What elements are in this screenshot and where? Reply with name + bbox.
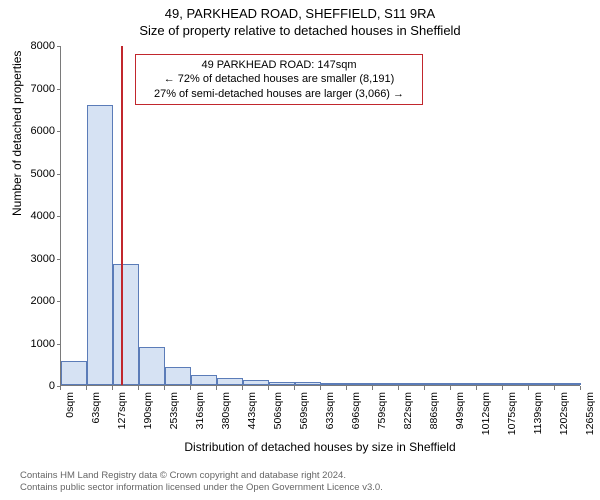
histogram-bar bbox=[451, 383, 477, 385]
histogram-bar bbox=[503, 383, 529, 385]
chart-container: { "title_line1": "49, PARKHEAD ROAD, SHE… bbox=[0, 0, 600, 500]
footer-line-1: Contains HM Land Registry data © Crown c… bbox=[20, 470, 383, 482]
footer-attribution: Contains HM Land Registry data © Crown c… bbox=[20, 470, 383, 494]
x-tick-label: 1075sqm bbox=[506, 392, 518, 440]
histogram-bar bbox=[425, 383, 451, 385]
x-tick-label: 822sqm bbox=[402, 392, 414, 440]
histogram-bar bbox=[113, 264, 139, 385]
histogram-bar bbox=[347, 383, 373, 385]
y-tick-label: 0 bbox=[21, 380, 55, 392]
histogram-bar bbox=[269, 382, 295, 385]
x-tick-label: 0sqm bbox=[64, 392, 76, 440]
x-tick-label: 190sqm bbox=[142, 392, 154, 440]
x-tick-label: 949sqm bbox=[454, 392, 466, 440]
histogram-bar bbox=[321, 383, 347, 385]
histogram-bar bbox=[61, 361, 87, 385]
x-tick-label: 1202sqm bbox=[558, 392, 570, 440]
footer-line-2: Contains public sector information licen… bbox=[20, 482, 383, 494]
plot-area: 01000200030004000500060007000800049 PARK… bbox=[60, 46, 580, 386]
y-tick-label: 7000 bbox=[21, 83, 55, 95]
histogram-bar bbox=[295, 382, 321, 385]
x-tick-label: 506sqm bbox=[272, 392, 284, 440]
x-tick-area: 0sqm 63sqm 127sqm 190sqm 253sqm 316sqm 380sqm 4… bbox=[60, 388, 580, 448]
y-tick-label: 2000 bbox=[21, 295, 55, 307]
x-tick-label: 759sqm bbox=[376, 392, 388, 440]
chart-title-address: 49, PARKHEAD ROAD, SHEFFIELD, S11 9RA bbox=[0, 0, 600, 21]
property-marker-line bbox=[121, 46, 123, 385]
x-tick-label: 63sqm bbox=[90, 392, 102, 440]
histogram-bar bbox=[529, 383, 555, 385]
x-tick-label: 633sqm bbox=[324, 392, 336, 440]
x-tick-label: 1139sqm bbox=[532, 392, 544, 440]
histogram-bar bbox=[217, 378, 243, 385]
histogram-bar bbox=[191, 375, 217, 385]
callout-line: 49 PARKHEAD ROAD: 147sqm bbox=[142, 58, 416, 72]
y-tick-label: 5000 bbox=[21, 168, 55, 180]
histogram-bar bbox=[555, 383, 581, 385]
histogram-bar bbox=[139, 347, 165, 385]
y-tick-label: 3000 bbox=[21, 253, 55, 265]
callout-line: ← 72% of detached houses are smaller (8,… bbox=[142, 72, 416, 86]
x-tick-label: 380sqm bbox=[220, 392, 232, 440]
property-callout: 49 PARKHEAD ROAD: 147sqm← 72% of detache… bbox=[135, 54, 423, 105]
histogram-bar bbox=[477, 383, 503, 385]
chart-title-subtitle: Size of property relative to detached ho… bbox=[0, 21, 600, 38]
x-tick-label: 696sqm bbox=[350, 392, 362, 440]
x-tick-label: 253sqm bbox=[168, 392, 180, 440]
x-tick-label: 569sqm bbox=[298, 392, 310, 440]
callout-line: 27% of semi-detached houses are larger (… bbox=[142, 87, 416, 101]
histogram-bar bbox=[165, 367, 191, 385]
x-tick-label: 443sqm bbox=[246, 392, 258, 440]
histogram-bar bbox=[373, 383, 399, 385]
y-tick-label: 1000 bbox=[21, 338, 55, 350]
histogram-bar bbox=[87, 105, 113, 386]
y-tick-label: 4000 bbox=[21, 210, 55, 222]
histogram-bar bbox=[243, 380, 269, 385]
x-tick-label: 127sqm bbox=[116, 392, 128, 440]
x-tick-label: 1012sqm bbox=[480, 392, 492, 440]
histogram-bar bbox=[399, 383, 425, 385]
x-axis-label: Distribution of detached houses by size … bbox=[60, 440, 580, 454]
x-tick-label: 316sqm bbox=[194, 392, 206, 440]
x-tick-label: 1265sqm bbox=[584, 392, 596, 440]
y-tick-label: 8000 bbox=[21, 40, 55, 52]
x-tick-label: 886sqm bbox=[428, 392, 440, 440]
y-tick-label: 6000 bbox=[21, 125, 55, 137]
